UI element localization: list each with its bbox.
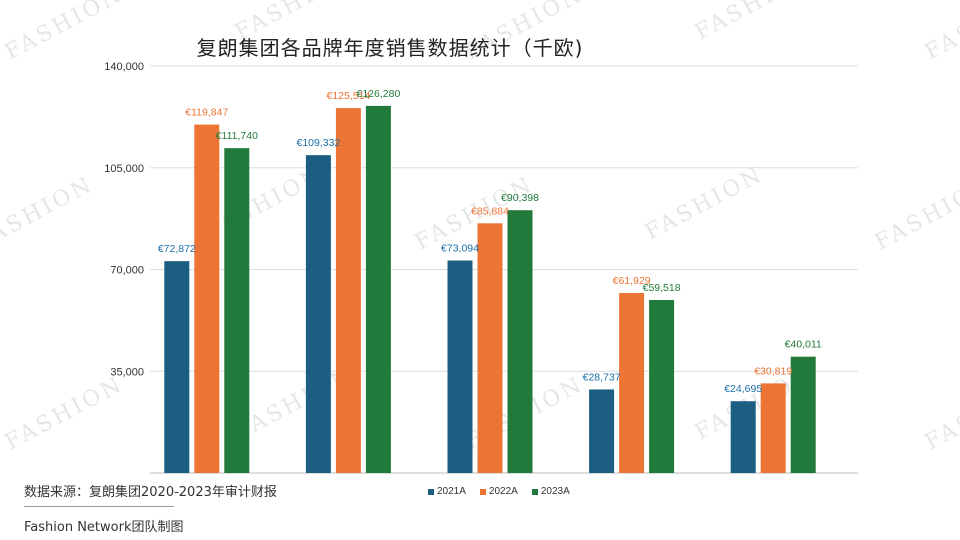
y-tick-label: 35,000 [110, 366, 144, 378]
watermark-text: FASHION [641, 162, 768, 245]
data-label: €111,740 [216, 130, 258, 142]
legend-item-2023: 2023A [531, 486, 570, 497]
legend: 2021A 2022A 2023A [428, 486, 570, 497]
bar-2021A [730, 401, 756, 473]
bar-2022A [760, 383, 786, 473]
bar-2022A [335, 108, 361, 474]
legend-swatch-2023 [531, 488, 538, 495]
data-labels-layer: €72,872€119,847€111,740€109,332€125,514€… [158, 88, 822, 395]
bar-2021A [589, 389, 615, 473]
legend-label-2021: 2021A [437, 486, 466, 497]
data-label: €40,011 [785, 339, 822, 351]
bar-2021A [447, 260, 473, 473]
watermark-text: FASHION [921, 0, 960, 65]
bar-2021A [305, 155, 331, 473]
legend-label-2023: 2023A [540, 486, 570, 497]
legend-item-2022: 2022A [479, 486, 518, 497]
data-label: €119,847 [185, 107, 228, 119]
y-tick-label: 70,000 [110, 265, 144, 277]
credit-note: Fashion Network团队制图 [24, 520, 184, 535]
data-label: €85,884 [471, 205, 509, 217]
y-tick-label: 105,000 [104, 163, 144, 175]
chart-title: 复朗集团各品牌年度销售数据统计（千欧) [196, 36, 584, 60]
legend-swatch-2021 [428, 488, 434, 495]
legend-swatch-2022 [479, 488, 486, 495]
data-label: €126,280 [357, 88, 401, 100]
data-label: €73,094 [441, 243, 479, 255]
y-tick-label: 140,000 [104, 61, 144, 73]
data-label: €125,514 [327, 90, 371, 102]
data-label: €109,332 [297, 137, 341, 149]
watermark-text: FASHION [0, 172, 98, 255]
data-label: €24,695 [724, 383, 762, 395]
data-label: €61,929 [613, 275, 651, 287]
bars-layer [164, 105, 816, 474]
bar-2022A [619, 292, 645, 473]
watermark-text: FASHION [1, 372, 128, 455]
bar-2023A [365, 105, 391, 474]
data-label: €28,737 [583, 371, 621, 383]
bar-2023A [649, 299, 675, 473]
bar-2023A [224, 148, 250, 473]
y-axis-ticks: 35,000 70,000 105,000 140,000 [104, 61, 144, 378]
watermark-text: FASHION [871, 172, 960, 255]
source-note: 数据来源：复朗集团2020-2023年审计财报 [24, 485, 277, 500]
bar-2023A [790, 356, 816, 473]
bar-2022A [194, 124, 220, 473]
bar-2023A [507, 210, 533, 473]
data-label: €72,872 [158, 243, 196, 255]
data-label: €90,398 [501, 192, 539, 204]
data-label: €30,819 [754, 365, 792, 377]
bar-2022A [477, 223, 503, 473]
credit-divider [24, 506, 174, 507]
legend-label-2022: 2022A [488, 486, 518, 497]
bar-2021A [164, 261, 190, 473]
data-label: €59,518 [643, 282, 681, 294]
legend-item-2021: 2021A [428, 486, 466, 497]
watermark-text: FASHION [921, 372, 960, 455]
